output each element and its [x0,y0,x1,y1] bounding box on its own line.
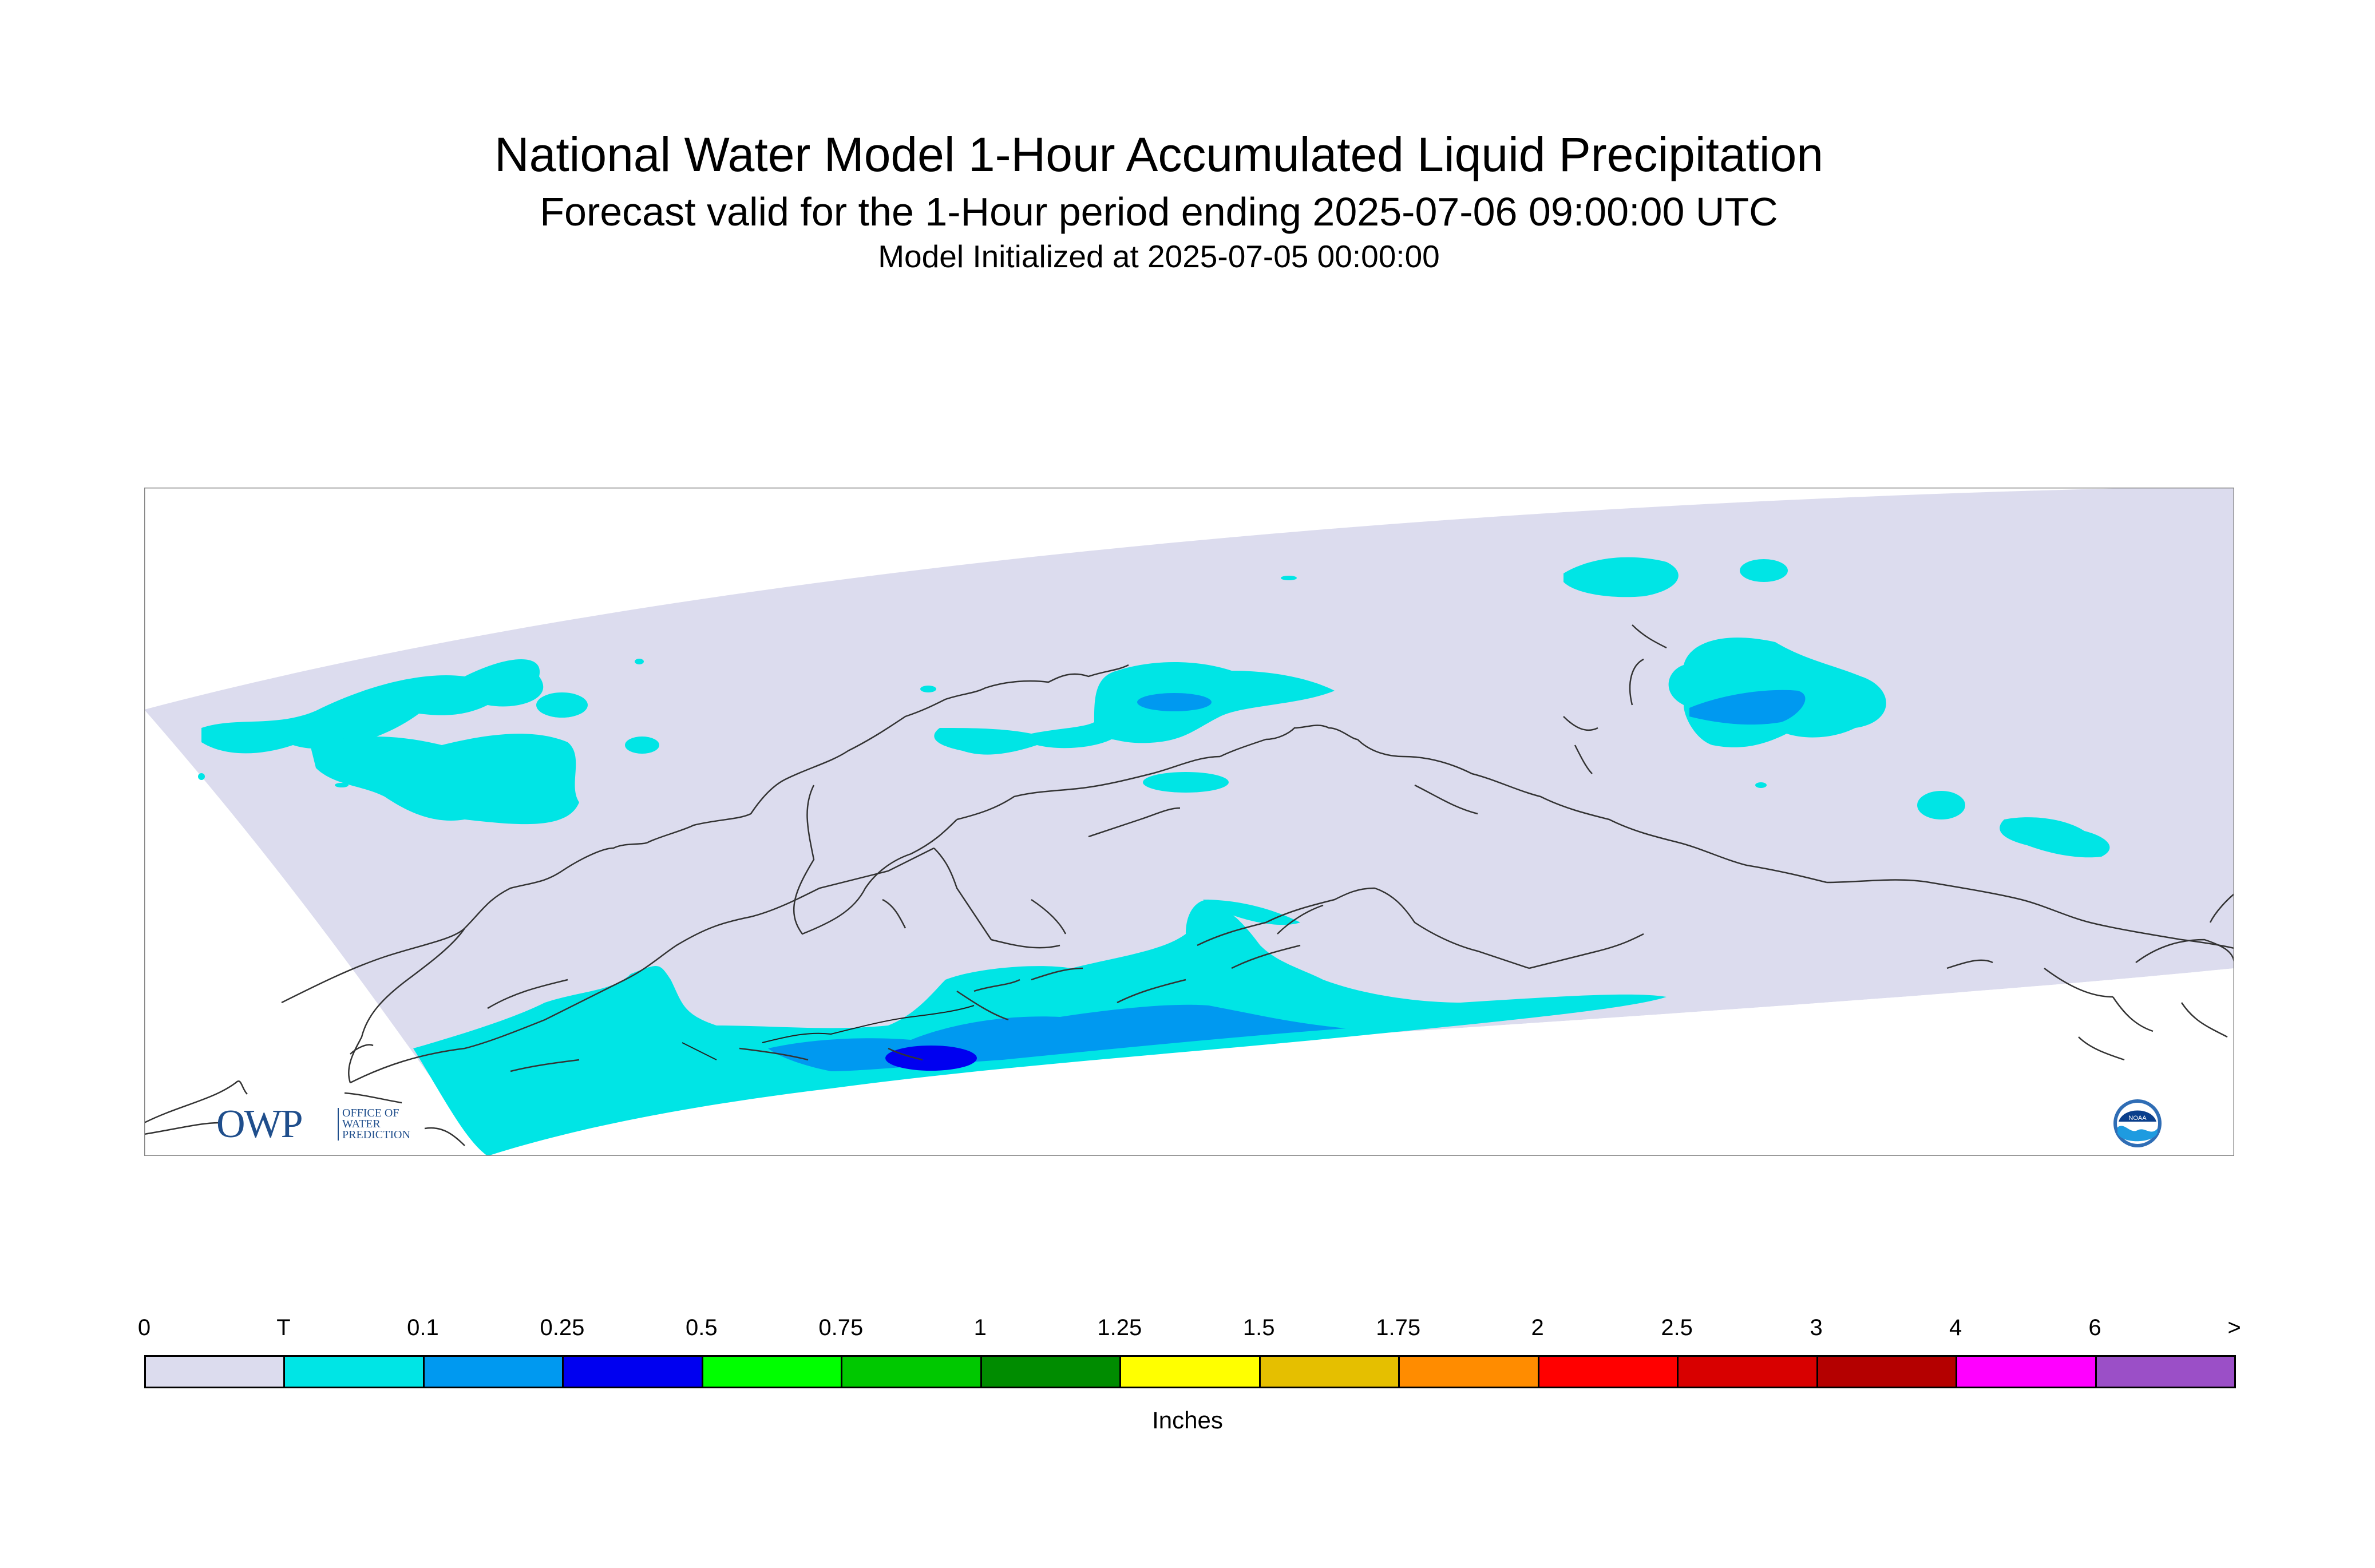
colorbar-swatch [1537,1355,1679,1388]
owp-logo: OWP OFFICE OF WATER PREDICTION [216,1103,422,1149]
colorbar-tick-label: 4 [1949,1315,1962,1340]
precipitation-map: OWP OFFICE OF WATER PREDICTION NOAA [144,488,2234,1156]
colorbar-units: Inches [1152,1407,1223,1434]
colorbar-swatch [701,1355,843,1388]
colorbar-tick-label: 0.25 [540,1315,585,1340]
colorbar-tick-label: 0.75 [818,1315,864,1340]
colorbar-swatch [422,1355,564,1388]
colorbar-tick-label: 0.5 [686,1315,718,1340]
colorbar-swatch [980,1355,1122,1388]
colorbar-swatch [1816,1355,1958,1388]
colorbar-swatch [1956,1355,2097,1388]
domain-outside [144,710,493,1156]
map-canvas [144,488,2234,1156]
noaa-logo-text: NOAA [2128,1115,2147,1122]
southern-coast-detail [682,1005,975,1060]
colorbar-swatch [2095,1355,2236,1388]
colorbar-swatch [1398,1355,1539,1388]
domain-outside-right [488,968,2234,1156]
colorbar-swatch [283,1355,425,1388]
colorbar-tick-label: 1 [973,1315,987,1340]
colorbar-swatch [1119,1355,1261,1388]
colorbar-tick-label: 1.25 [1097,1315,1142,1340]
colorbar-tick-label: T [276,1315,291,1340]
forecast-valid-subtitle: Forecast valid for the 1-Hour period end… [540,189,1778,234]
colorbar-swatch [1258,1355,1400,1388]
colorbar-tick-label: 1.75 [1376,1315,1421,1340]
owp-logo-main: OWP [216,1102,303,1146]
colorbar-swatch [144,1355,286,1388]
colorbar-swatch [841,1355,982,1388]
coastlines [144,624,2234,1146]
colorbar-tick-label: 0.1 [407,1315,439,1340]
owp-sub-line-1: OFFICE OF [342,1107,399,1119]
page-title: National Water Model 1-Hour Accumulated … [494,128,1824,181]
colorbar-tick-label: 3 [1810,1315,1823,1340]
moderate-precip-area [885,1046,977,1071]
colorbar-tick-label: 2 [1531,1315,1544,1340]
colorbar-swatch [1677,1355,1818,1388]
owp-sub-line-3: PREDICTION [342,1129,410,1141]
colorbar-tick-label: 2.5 [1661,1315,1693,1340]
owp-logo-subtitle: OFFICE OF WATER PREDICTION [338,1107,410,1141]
colorbar-tick-label: > [2227,1315,2241,1340]
noaa-logo: NOAA [2113,1099,2162,1147]
model-init-subtitle: Model Initialized at 2025-07-05 00:00:00 [878,239,1440,274]
colorbar-tick-label: 1.5 [1242,1315,1275,1340]
colorbar-tick-label: 6 [2088,1315,2101,1340]
colorbar-swatch [562,1355,703,1388]
owp-sub-line-2: WATER [342,1118,381,1130]
colorbar-tick-label: 0 [137,1315,151,1340]
